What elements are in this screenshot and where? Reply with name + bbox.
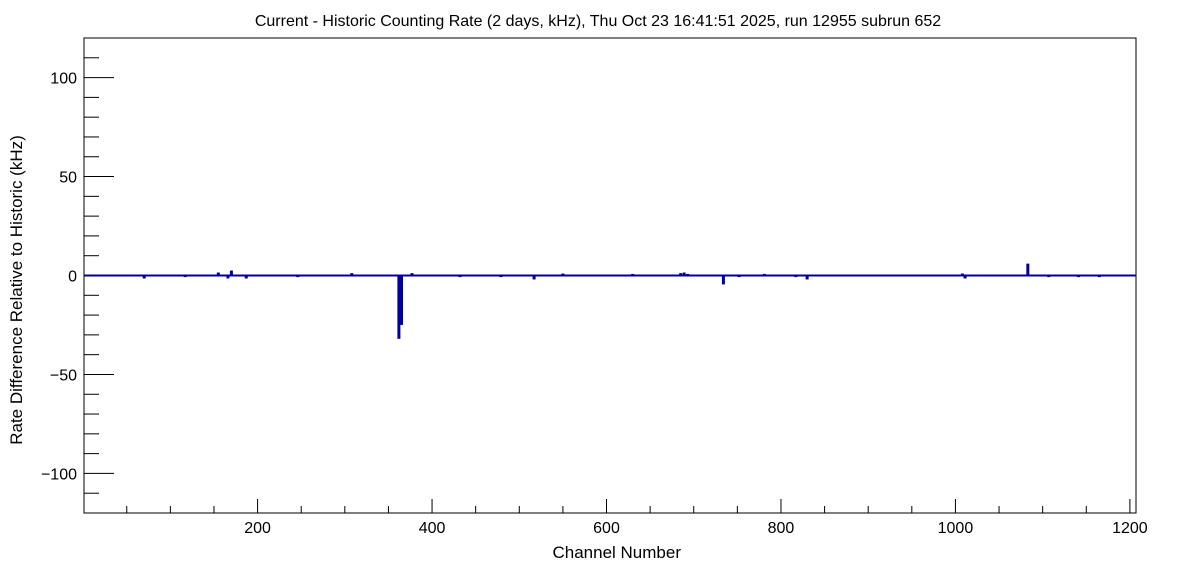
- data-bar: [400, 275, 404, 325]
- data-bar: [350, 273, 354, 276]
- data-bar: [397, 275, 401, 339]
- data-bar: [226, 275, 230, 279]
- x-tick-label: 400: [419, 520, 446, 537]
- data-bar: [244, 275, 248, 279]
- data-bar: [142, 275, 146, 279]
- data-bar: [532, 275, 536, 280]
- data-bar: [679, 273, 683, 276]
- x-tick-label: 600: [593, 520, 620, 537]
- chart-title: Current - Historic Counting Rate (2 days…: [255, 13, 941, 30]
- data-bar: [410, 273, 414, 276]
- x-tick-label: 1200: [1112, 520, 1148, 537]
- x-tick-label: 200: [244, 520, 271, 537]
- y-tick-label: 0: [68, 269, 77, 286]
- data-bar: [1026, 263, 1030, 276]
- x-tick-label: 800: [768, 520, 795, 537]
- data-bar: [721, 275, 725, 285]
- y-tick-label: 50: [59, 170, 77, 187]
- data-bar: [963, 275, 967, 279]
- x-tick-label: 1000: [938, 520, 974, 537]
- x-axis: 200 400 600 800 1000 1200: [126, 499, 1148, 537]
- data-bar: [216, 272, 220, 276]
- x-axis-label: Channel Number: [552, 543, 681, 562]
- y-axis-label: Rate Difference Relative to Historic (kH…: [7, 135, 26, 445]
- data-bar: [805, 275, 809, 280]
- data-bar: [682, 272, 686, 276]
- data-bar: [229, 270, 233, 276]
- y-tick-label: 100: [50, 71, 77, 88]
- y-tick-label: −100: [41, 466, 77, 483]
- y-tick-label: −50: [50, 367, 77, 384]
